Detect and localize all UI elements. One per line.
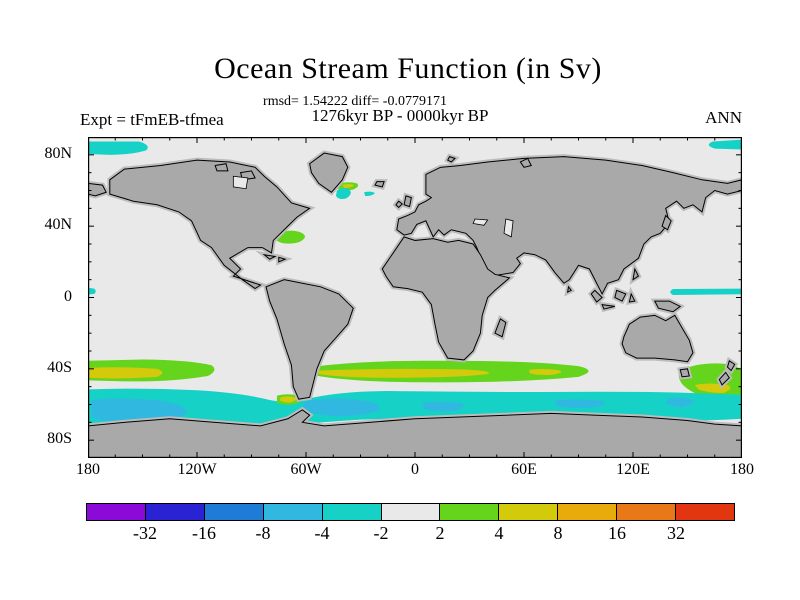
anomaly-arctic-east xyxy=(708,139,742,150)
lat-tick-label: 40N xyxy=(44,216,72,234)
lon-tick-label: 120W xyxy=(177,461,217,478)
anomaly-equator-west-edge xyxy=(88,287,96,295)
coast-java xyxy=(602,305,615,309)
world-map xyxy=(88,137,742,458)
anomaly-so-core-pacific xyxy=(91,398,187,423)
coast-antarctica xyxy=(88,410,742,458)
coast-hispaniola xyxy=(279,257,285,261)
anomaly-40s-band-west-core xyxy=(88,367,163,379)
colorbar-boundary-label: 16 xyxy=(608,523,626,543)
colorbar-boundary-label: -4 xyxy=(314,523,330,543)
colorbar-boundary-label: 32 xyxy=(667,523,685,543)
colorbar-boundary-label: -32 xyxy=(133,523,157,543)
coast-victoria-island xyxy=(215,164,228,171)
anomaly-so-core-indian1 xyxy=(422,401,464,412)
coast-greenland xyxy=(310,153,348,192)
experiment-label: Expt = tFmEB-tfmea xyxy=(80,110,224,129)
anomaly-natl-cyan-dash xyxy=(364,191,376,197)
season-label: ANN xyxy=(705,108,742,127)
colorbar-boundary-label: -2 xyxy=(373,523,389,543)
coast-svalbard xyxy=(448,157,455,162)
anomaly-falkland-core xyxy=(279,396,297,403)
coast-south-america xyxy=(266,280,353,399)
lat-tick-label: 80S xyxy=(47,430,72,448)
coast-sri-lanka xyxy=(568,287,572,292)
map-svg xyxy=(88,137,742,458)
anomaly-so-core-indian2 xyxy=(554,399,605,408)
lat-tick-label: 80N xyxy=(44,144,72,162)
hudson-bay xyxy=(233,176,248,188)
colorbar-boundary-label: -16 xyxy=(192,523,216,543)
coast-iceland xyxy=(375,182,384,187)
lon-tick-label: 180 xyxy=(76,461,100,478)
coast-japan xyxy=(662,215,671,229)
lon-tick-label: 60W xyxy=(290,461,322,478)
colorbar-segment-8..16 xyxy=(558,504,618,520)
coast-philippines xyxy=(633,269,638,280)
coast-madagascar xyxy=(495,319,506,337)
anomaly-west-pacific-equator xyxy=(670,288,742,296)
anomaly-arctic-west xyxy=(88,141,148,155)
colorbar-segment--2..2 xyxy=(381,504,441,520)
coast-africa xyxy=(382,237,509,360)
map-frame xyxy=(88,137,742,458)
colorbar-segment-16..32 xyxy=(617,504,677,520)
anomaly-subpolar-olive xyxy=(342,183,355,189)
colorbar-segment--8..-4 xyxy=(263,504,323,520)
coast-cuba xyxy=(264,255,275,259)
period-line: 1276kyr BP - 0000kyr BP xyxy=(311,106,489,125)
colorbar-segment-4..8 xyxy=(499,504,559,520)
page-title: Ocean Stream Function (in Sv) xyxy=(214,52,602,85)
anomaly-40s-band-east-core1 xyxy=(318,368,489,378)
lon-tick-label: 0 xyxy=(411,461,419,478)
coast-new-zealand-south xyxy=(719,372,729,384)
coast-novaya-zemlya xyxy=(520,158,531,167)
coast-new-zealand-north xyxy=(727,361,734,371)
anomaly-natl-cyan xyxy=(335,188,351,200)
stats-line: rmsd= 1.54222 diff= -0.0779171 xyxy=(263,94,447,109)
coast-sumatra xyxy=(591,290,602,302)
anomaly-40s-band-east-core2 xyxy=(529,369,562,376)
black-sea xyxy=(473,219,488,225)
coast-britain xyxy=(404,196,411,207)
lon-tick-label: 60E xyxy=(511,461,537,478)
colorbar-segment--32..-16 xyxy=(145,504,205,520)
coast-sulawesi xyxy=(629,294,634,302)
colorbar-segment--4..-2 xyxy=(322,504,382,520)
colorbar-segment--16..-8 xyxy=(204,504,264,520)
lon-tick-label: 120E xyxy=(616,461,650,478)
colorbar-boundary-label: 8 xyxy=(553,523,563,543)
coast-ireland xyxy=(396,201,402,207)
coast-borneo xyxy=(615,290,626,301)
caspian-sea xyxy=(504,219,513,237)
anomaly-southern-ocean-band xyxy=(88,388,742,431)
coast-tasmania xyxy=(680,369,689,377)
lat-tick-label: 40S xyxy=(47,358,72,376)
colorbar xyxy=(86,503,735,521)
colorbar-boundary-label: 2 xyxy=(435,523,445,543)
colorbar-segment->32 xyxy=(676,504,734,520)
lon-tick-label: 180 xyxy=(730,461,754,478)
colorbar-segment-2..4 xyxy=(440,504,500,520)
coast-australia xyxy=(622,315,693,361)
anomaly-so-core-atlantic xyxy=(302,398,380,417)
colorbar-boundary-label: -8 xyxy=(255,523,271,543)
coast-new-guinea xyxy=(655,301,680,312)
anomaly-so-core-tasman xyxy=(665,397,694,408)
coast-north-america xyxy=(110,160,310,288)
coast-chukotka-wrap xyxy=(88,183,106,195)
lat-tick-label: 0 xyxy=(64,287,72,305)
colorbar-segment-<-32 xyxy=(87,504,146,520)
colorbar-boundary-label: 4 xyxy=(494,523,504,543)
